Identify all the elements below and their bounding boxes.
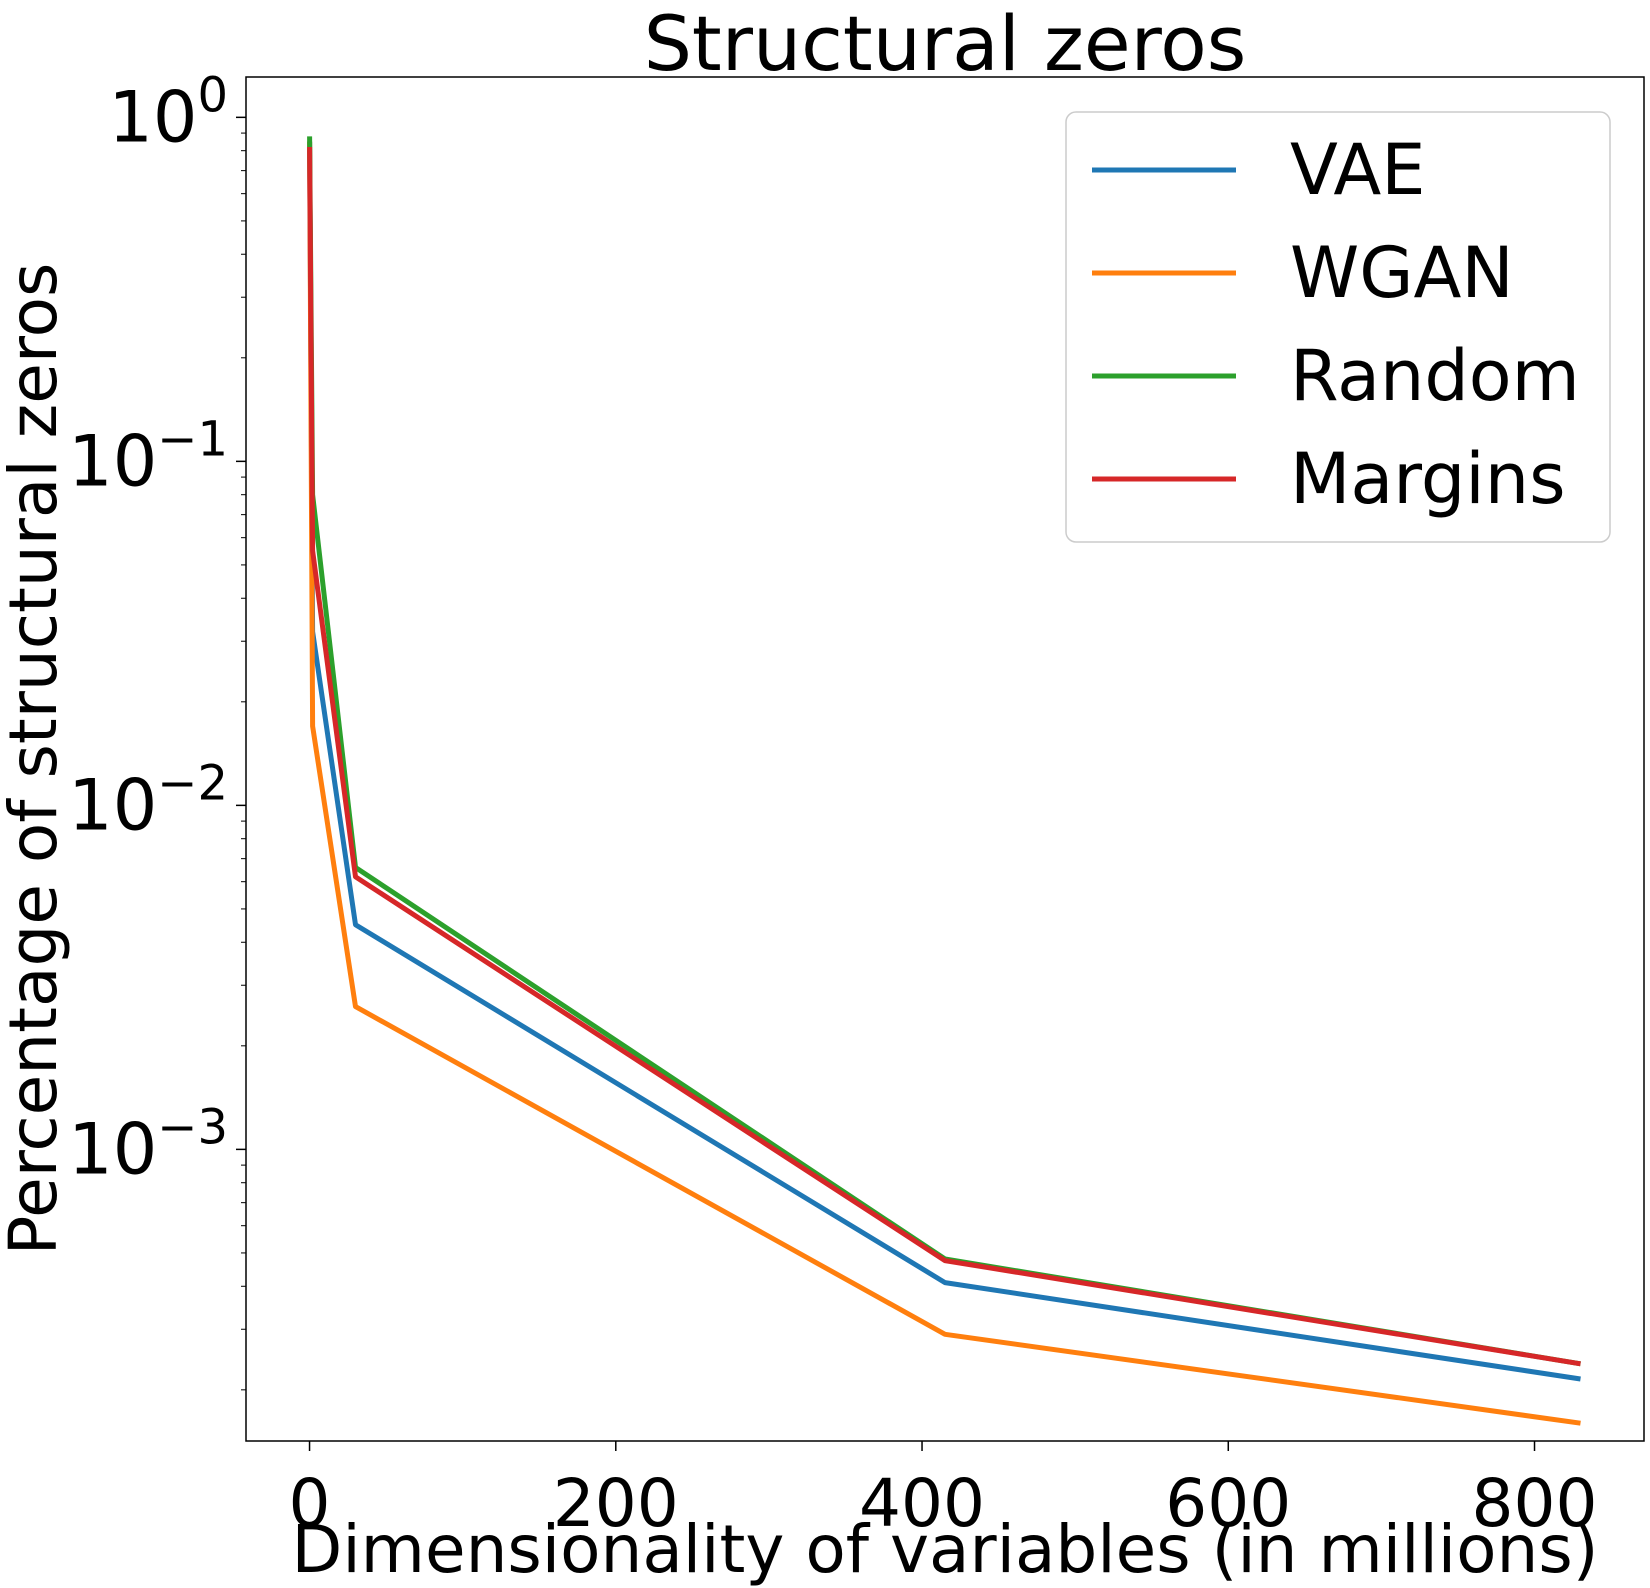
x-tick-label: 400 xyxy=(859,1465,985,1542)
y-axis-label: Percentage of structural zeros xyxy=(0,263,72,1256)
series-layer xyxy=(307,136,1581,1426)
series-line-margins xyxy=(307,146,1581,1367)
x-axis: 0 200 400 600 800 xyxy=(289,1441,1598,1542)
legend-label-wgan: WGAN xyxy=(1290,232,1514,314)
x-tick-label: 200 xyxy=(553,1465,679,1542)
y-tick-label: 100 xyxy=(108,67,228,158)
y-tick-label: 10−3 xyxy=(68,1099,228,1190)
y-tick-label: 10−2 xyxy=(68,755,228,846)
x-tick-label: 600 xyxy=(1165,1465,1291,1542)
x-tick-label: 800 xyxy=(1472,1465,1598,1542)
legend-label-random: Random xyxy=(1290,335,1580,417)
legend-label-margins: Margins xyxy=(1290,438,1566,520)
y-axis: 100 10−1 10−2 10−3 xyxy=(68,67,246,1391)
chart-title: Structural zeros xyxy=(644,0,1247,88)
legend-box xyxy=(1065,111,1611,543)
legend-label-vae: VAE xyxy=(1290,129,1426,211)
x-tick-label: 0 xyxy=(289,1465,331,1542)
y-tick-label: 10−1 xyxy=(68,411,228,502)
x-axis-label: Dimensionality of variables (in millions… xyxy=(292,1511,1599,1588)
legend: VAE WGAN Random Margins xyxy=(1065,111,1611,543)
